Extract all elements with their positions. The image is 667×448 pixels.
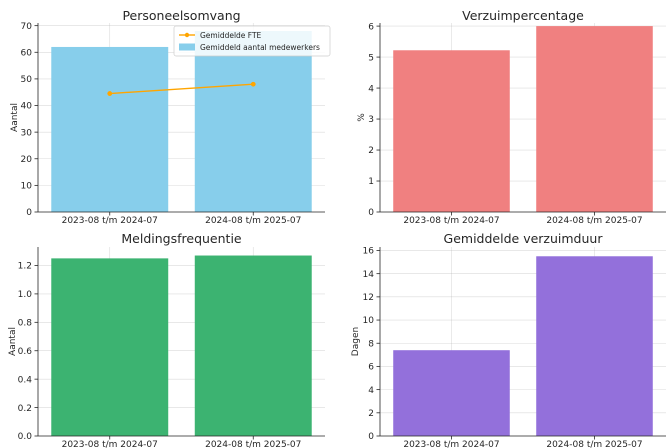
y-tick-label: 50	[21, 75, 33, 85]
series-line	[109, 83, 254, 95]
line-point	[250, 81, 256, 87]
y-tick-label: 6	[368, 363, 374, 373]
legend-label: Gemiddeld aantal medewerkers	[200, 43, 320, 52]
legend-box	[173, 25, 331, 57]
x-tick-label: 2024-08 t/m 2025-07	[546, 216, 642, 226]
x-tick-label: 2023-08 t/m 2024-07	[62, 440, 158, 448]
y-tick-label: 6	[368, 22, 374, 32]
y-tick-label: 16	[363, 247, 375, 257]
y-tick-label: 0.8	[18, 319, 33, 329]
y-tick-label: 14	[363, 270, 375, 280]
y-tick-label: 3	[368, 115, 374, 125]
y-tick-label: 0	[368, 432, 374, 442]
bar	[51, 46, 169, 212]
y-tick-label: 40	[21, 102, 33, 112]
y-tick-label: 1.2	[18, 262, 32, 272]
y-tick-label: 70	[21, 22, 33, 32]
y-axis-label: Aantal	[10, 103, 20, 132]
chart-title: Personeelsomvang	[122, 8, 240, 23]
line-point	[107, 91, 113, 96]
chart-title: Meldingsfrequentie	[121, 231, 242, 246]
bar	[393, 350, 510, 436]
chart-panel-4: 0 2 4 6 8 10 12 14 16 2023-08 t/m 2024-07 2024-08 …	[351, 231, 666, 448]
chart-title: Verzuimpercentage	[462, 8, 584, 23]
y-tick-label: 0.2	[18, 404, 32, 414]
legend-line-marker	[184, 32, 190, 38]
y-tick-label: 5	[368, 53, 374, 63]
y-tick-label: 2	[368, 146, 374, 156]
y-tick-label: 12	[363, 293, 374, 303]
x-tick-label: 2024-08 t/m 2025-07	[546, 440, 642, 448]
y-tick-label: 0.6	[18, 347, 33, 357]
bar	[194, 255, 312, 436]
y-tick-label: 30	[21, 128, 33, 138]
y-axis-label: %	[357, 113, 367, 122]
y-tick-label: 20	[21, 155, 33, 165]
bar	[194, 30, 312, 212]
y-tick-label: 1.0	[18, 290, 33, 300]
y-tick-label: 4	[368, 386, 374, 396]
x-tick-label: 2024-08 t/m 2025-07	[205, 440, 301, 448]
chart-panel-2: 0 1 2 3 4 5 6 2023-08 t/m 2024-07 2024-08 t/m 20…	[357, 8, 666, 226]
y-axis-label: Dagen	[351, 327, 361, 356]
legend-label: Gemiddelde FTE	[200, 31, 262, 40]
y-tick-label: 10	[21, 182, 33, 192]
y-tick-label: 4	[368, 84, 374, 94]
bar	[393, 50, 510, 212]
y-tick-label: 60	[21, 48, 33, 58]
x-tick-label: 2023-08 t/m 2024-07	[62, 216, 158, 226]
y-tick-label: 2	[368, 409, 374, 419]
chart-title: Gemiddelde verzuimduur	[444, 231, 604, 246]
legend-bar-swatch	[179, 43, 195, 51]
y-tick-label: 1	[368, 177, 374, 187]
x-tick-label: 2023-08 t/m 2024-07	[403, 216, 499, 226]
y-tick-label: 10	[363, 316, 375, 326]
chart-panel-3: 0.0 0.2 0.4 0.6 0.8 1.0 1.2 2023-08 t/m 2024-07…	[8, 231, 325, 448]
y-tick-label: 0	[368, 208, 374, 218]
y-tick-label: 0	[26, 208, 32, 218]
chart-panel-1: 0 10 20 30 40 50 60 70 2023-08 t/m 2024-07 2024-0…	[10, 8, 331, 226]
y-axis-label: Aantal	[8, 327, 18, 356]
bar	[51, 258, 169, 436]
y-tick-label: 0.0	[18, 432, 33, 442]
bar	[536, 26, 653, 213]
y-tick-label: 8	[368, 339, 374, 349]
y-tick-label: 0.4	[18, 375, 33, 385]
x-tick-label: 2023-08 t/m 2024-07	[403, 440, 499, 448]
x-tick-label: 2024-08 t/m 2025-07	[205, 216, 301, 226]
bar	[536, 256, 653, 436]
